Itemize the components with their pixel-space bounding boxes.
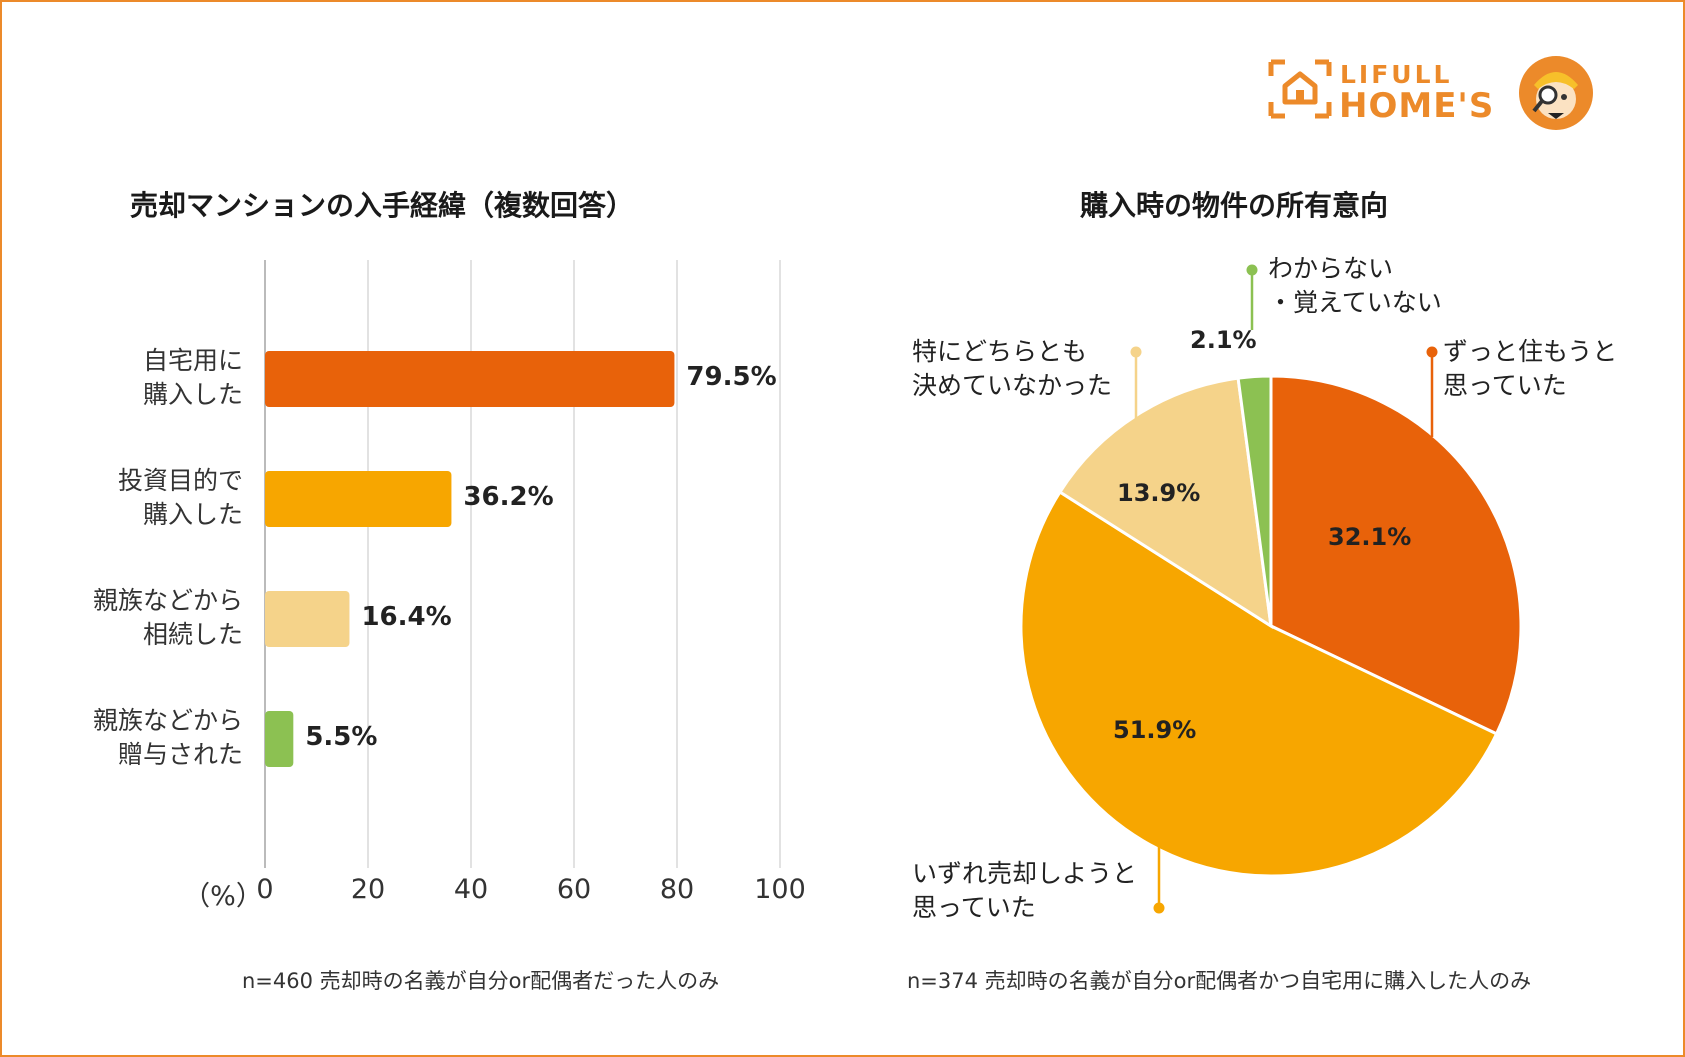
right-footnote: n=374 売却時の名義が自分or配偶者かつ自宅用に購入した人のみ — [907, 969, 1532, 993]
bar-category-label: 親族などから 贈与された — [92, 706, 243, 769]
bar — [265, 591, 350, 647]
pie-slice-label: 特にどちらとも 決めていなかった — [912, 337, 1113, 400]
bar-category-label: 投資目的で 購入した — [117, 466, 243, 529]
bar-value-label: 16.4% — [361, 602, 452, 632]
x-tick-label: 0 — [256, 874, 274, 905]
pie-slice-label: ずっと住もうと 思っていた — [1443, 337, 1618, 400]
brand-line1: LIFULL — [1340, 60, 1453, 89]
bar-value-label: 36.2% — [463, 482, 554, 512]
pie-value-label: 2.1% — [1190, 326, 1257, 354]
pie-value-label: 32.1% — [1328, 523, 1412, 551]
mascot-icon — [1519, 56, 1593, 130]
bar-category-label: 自宅用に 購入した — [142, 346, 243, 409]
x-axis-unit: （%） — [183, 881, 263, 912]
pie-value-label: 51.9% — [1113, 716, 1197, 744]
lifull-homes-logo — [1268, 59, 1332, 119]
bar — [265, 711, 294, 767]
bar — [265, 471, 452, 527]
bar-category-label: 親族などから 相続した — [92, 586, 243, 649]
bar-value-label: 5.5% — [305, 722, 378, 752]
x-tick-label: 100 — [754, 874, 806, 905]
left-footnote: n=460 売却時の名義が自分or配偶者だった人のみ — [242, 969, 720, 993]
pie-value-label: 13.9% — [1117, 479, 1201, 507]
brand-line2: HOME'S — [1339, 86, 1495, 126]
x-tick-label: 40 — [453, 874, 489, 905]
pie-slice — [1269, 374, 1523, 736]
leader-dot — [1246, 264, 1258, 276]
pie-chart-title: 購入時の物件の所有意向 — [1080, 189, 1389, 222]
bar-value-label: 79.5% — [686, 362, 777, 392]
pie-slice — [1019, 489, 1499, 878]
x-tick-label: 60 — [556, 874, 592, 905]
leader-dot — [1153, 902, 1165, 914]
pie-slice-label: わからない ・覚えていない — [1268, 254, 1442, 317]
leader-dot — [1426, 346, 1438, 358]
bar-chart-title: 売却マンションの入手経緯（複数回答） — [130, 189, 635, 222]
bar — [265, 351, 675, 407]
pie-slice-label: いずれ売却しようと 思っていた — [912, 859, 1138, 922]
x-tick-label: 80 — [659, 874, 695, 905]
x-tick-label: 20 — [350, 874, 386, 905]
leader-dot — [1130, 346, 1142, 358]
pie-slice — [1236, 374, 1273, 627]
